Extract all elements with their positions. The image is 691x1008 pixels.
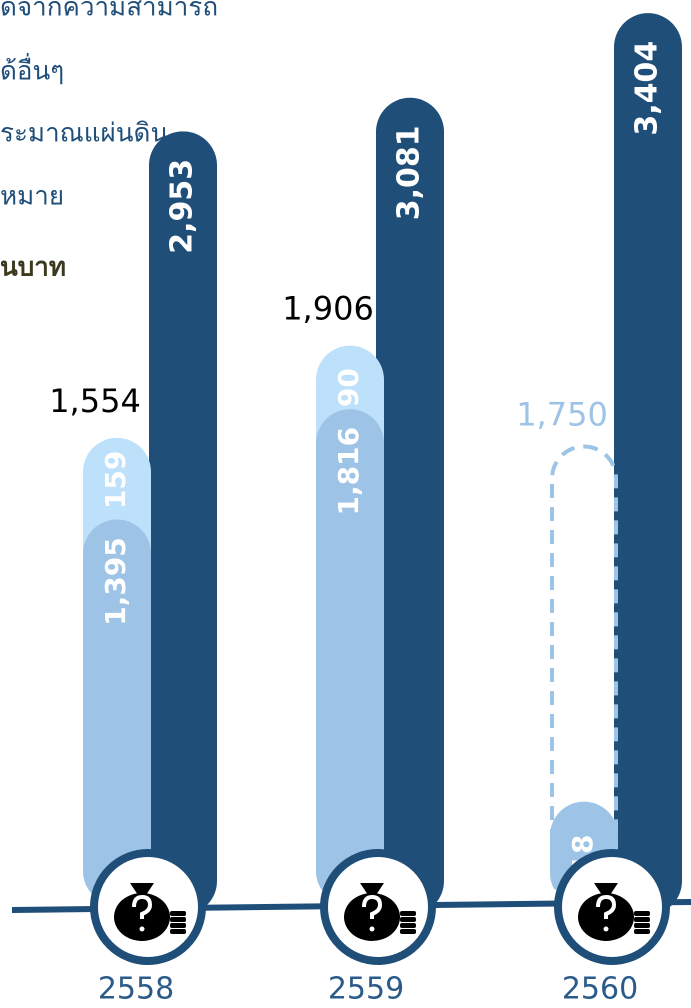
- coin: [400, 923, 416, 928]
- legend-text: หมาย: [0, 182, 64, 212]
- coin: [400, 917, 416, 922]
- category-icon: [554, 849, 670, 965]
- value-label: 2,953: [165, 159, 200, 254]
- category-icon: [90, 849, 206, 965]
- x-tick-label: 2559: [328, 972, 404, 1007]
- bar: [614, 13, 682, 916]
- value-label: 3,081: [392, 125, 427, 220]
- bar: [376, 97, 444, 915]
- legend-text: ด้อื่นๆ: [0, 53, 64, 87]
- money-bag-top: [360, 883, 384, 895]
- x-tick-label: 2558: [98, 972, 174, 1007]
- question-dot: [603, 926, 609, 932]
- category-icon: [320, 849, 436, 965]
- total-label: 1,750: [516, 396, 608, 434]
- value-label: 1,395: [99, 537, 132, 626]
- legend-text: ดจากความสามารถ: [0, 0, 218, 23]
- question-mark: [596, 894, 617, 919]
- value-label: 3,404: [630, 41, 665, 136]
- total-label: 1,906: [282, 290, 374, 328]
- coin: [634, 929, 650, 934]
- question-dot: [369, 926, 375, 932]
- coin: [634, 923, 650, 928]
- coin: [170, 923, 186, 928]
- bar: [316, 409, 384, 905]
- coin: [634, 911, 650, 916]
- legend-text: ระมาณแผ่นดิน: [0, 119, 168, 149]
- money-bag-top: [594, 883, 618, 895]
- question-mark: [132, 894, 153, 919]
- coin: [400, 929, 416, 934]
- question-mark: [362, 894, 383, 919]
- total-label: 1,554: [49, 382, 141, 420]
- legend-text: นบาท: [0, 253, 66, 283]
- coin: [170, 911, 186, 916]
- money-bag-top: [130, 883, 154, 895]
- value-label: 1,816: [332, 427, 365, 516]
- coin: [170, 917, 186, 922]
- value-label: 159: [99, 451, 132, 509]
- bar: [149, 131, 217, 916]
- value-label: 90: [332, 368, 365, 407]
- bar: [83, 519, 151, 905]
- question-dot: [139, 926, 145, 932]
- legend: ดจากความสามารถ ด้อื่นๆ ระมาณแผ่นดิน หมาย…: [0, 0, 218, 283]
- coin: [400, 911, 416, 916]
- x-tick-label: 2560: [562, 972, 638, 1007]
- coin: [170, 929, 186, 934]
- coin: [634, 917, 650, 922]
